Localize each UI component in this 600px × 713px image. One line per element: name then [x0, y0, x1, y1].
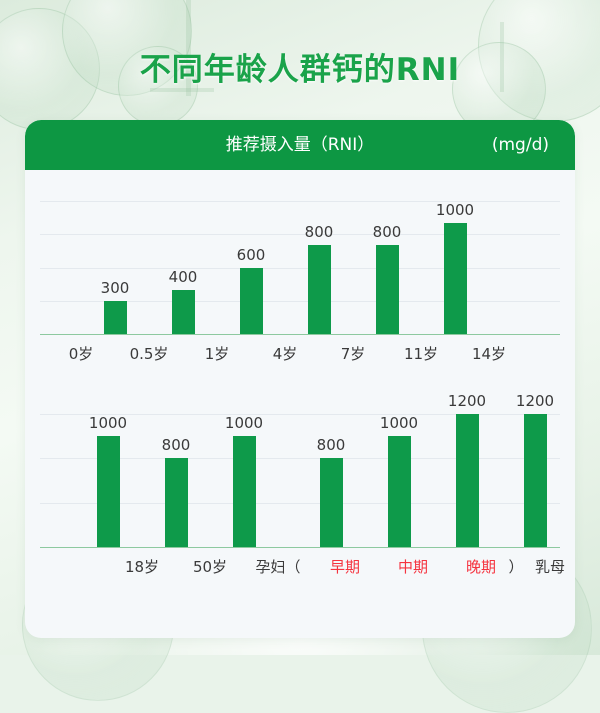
bar — [171, 289, 195, 334]
bar-value-label: 1000 — [435, 201, 475, 220]
bar — [164, 458, 188, 547]
bar-value-label: 1000 — [224, 414, 264, 433]
bar-value-label: 800 — [304, 223, 334, 242]
page-title: 不同年龄人群钙的RNI — [139, 52, 461, 88]
gridline — [40, 267, 560, 269]
bar-value-label: 800 — [161, 436, 191, 455]
bar — [232, 436, 256, 547]
bar — [455, 414, 479, 547]
decorative-molecule-icon — [500, 22, 504, 92]
x-axis-tick-label: 孕妇（ — [255, 558, 301, 576]
chart-panel-bottom: 1000 800 1000 800 1000 1200 1200 18岁 50岁 孕妇（ 早期 中期 晚… — [25, 392, 575, 638]
axis-baseline — [40, 547, 560, 548]
bar — [523, 414, 547, 547]
bar — [96, 436, 120, 547]
x-axis-tick-label: 0.5岁 — [129, 345, 169, 363]
bar-value-label: 1200 — [515, 392, 555, 411]
bar-value-label: 300 — [100, 278, 130, 297]
bar-value-label: 600 — [236, 245, 266, 264]
x-axis-tick-label: ） — [508, 558, 524, 576]
axis-baseline — [40, 334, 560, 335]
x-axis-tick-label: 乳母 — [534, 558, 565, 576]
bar — [319, 458, 343, 547]
bar-value-label: 400 — [168, 267, 198, 286]
gridline — [40, 414, 560, 416]
x-axis-tick-label: 14岁 — [471, 345, 507, 363]
bar — [239, 267, 263, 334]
gridline — [40, 458, 560, 460]
bar-value-label: 1000 — [379, 414, 419, 433]
x-axis-tick-label: 50岁 — [192, 558, 228, 576]
gridline — [40, 201, 560, 203]
gridline — [40, 502, 560, 504]
x-axis-tick-label: 18岁 — [124, 558, 160, 576]
x-axis-tick-label: 4岁 — [272, 345, 298, 363]
x-axis-tick-label: 1岁 — [204, 345, 230, 363]
bar-value-label: 800 — [316, 436, 346, 455]
decorative-molecule-icon — [186, 0, 191, 96]
x-axis-tick-label: 中期 — [397, 558, 428, 576]
bar-value-label: 1200 — [447, 392, 487, 411]
card-header: 推荐摄入量（RNI） (mg/d) — [25, 120, 575, 170]
gridline — [40, 234, 560, 236]
bar-value-label: 1000 — [88, 414, 128, 433]
card-header-unit: (mg/d) — [491, 135, 549, 155]
card-header-title: 推荐摄入量（RNI） — [225, 135, 375, 155]
bar — [443, 223, 467, 334]
x-axis-tick-label: 晚期 — [465, 558, 496, 576]
x-axis-tick-label: 0岁 — [68, 345, 94, 363]
chart-card: 推荐摄入量（RNI） (mg/d) 300 400 600 800 800 1000 0岁 0… — [25, 120, 575, 638]
bar-value-label: 800 — [372, 223, 402, 242]
x-axis-tick-label: 早期 — [329, 558, 360, 576]
x-axis-tick-label: 7岁 — [340, 345, 366, 363]
bar — [307, 245, 331, 334]
x-axis-tick-label: 11岁 — [403, 345, 439, 363]
bar — [375, 245, 399, 334]
chart-panel-top: 300 400 600 800 800 1000 0岁 0.5岁 1岁 4岁 7岁 11岁 14岁 — [25, 170, 575, 400]
decorative-cell-icon — [118, 46, 198, 126]
bar — [387, 436, 411, 547]
bar — [103, 300, 127, 334]
gridline — [40, 300, 560, 302]
decorative-molecule-icon — [150, 88, 214, 92]
